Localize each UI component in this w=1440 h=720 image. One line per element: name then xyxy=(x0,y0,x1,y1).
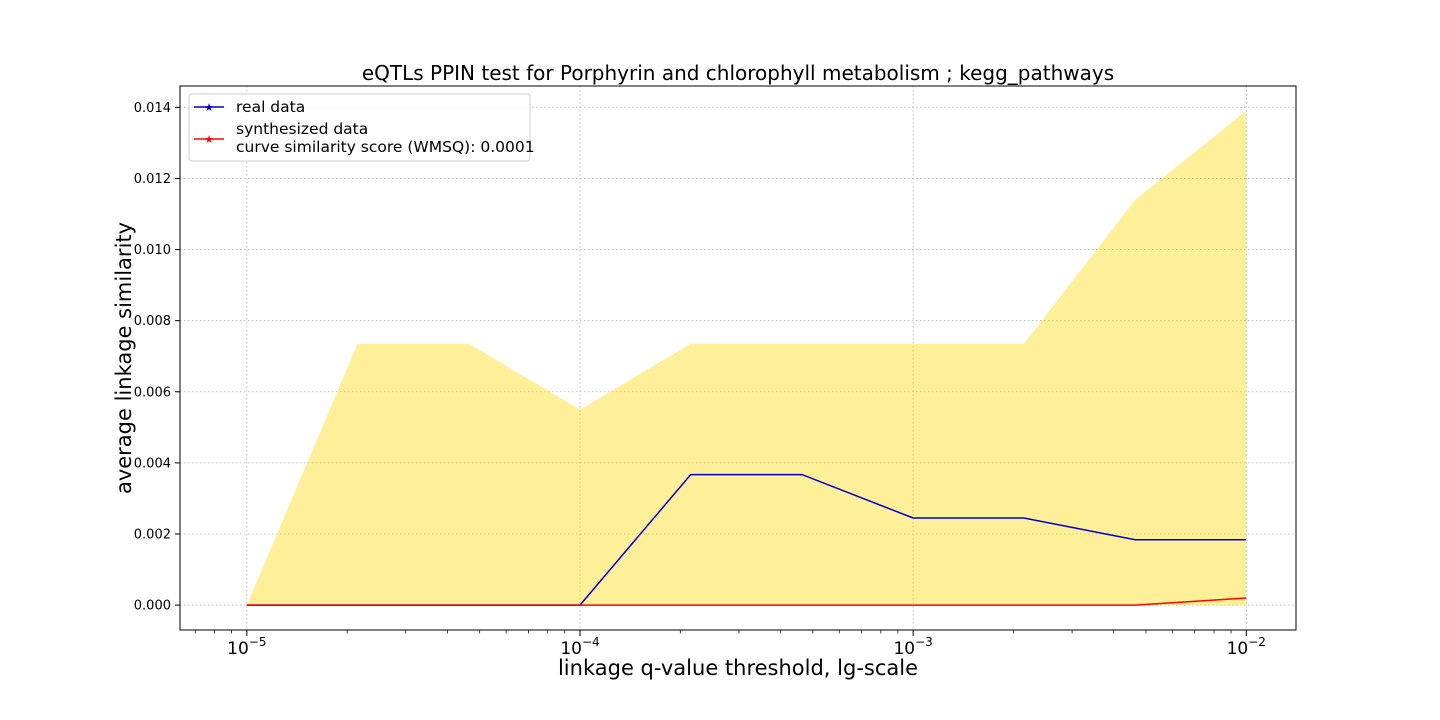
legend-marker-real: ★ xyxy=(204,101,214,114)
confidence-band xyxy=(246,110,1247,606)
plot-frame xyxy=(179,85,1297,631)
x-axis-ticks: 10−5 10−4 10−3 10−2 xyxy=(194,630,1266,659)
y-tick-label: 0.000 xyxy=(134,599,171,614)
series-line-synthesized xyxy=(246,597,1247,606)
y-tick-label: 0.004 xyxy=(134,456,171,471)
y-tick-label: 0.012 xyxy=(134,172,171,187)
x-tick-label: 10−3 xyxy=(893,635,932,659)
y-axis-ticks: 0.000 0.002 0.004 0.006 0.008 0.010 0.012 0.014 xyxy=(134,101,180,614)
legend-marker-synthesized: ★ xyxy=(204,133,214,146)
y-axis-label: average linkage similarity xyxy=(112,222,136,494)
series-lines xyxy=(246,473,1247,606)
legend-box xyxy=(188,93,531,162)
legend-label-synthesized: synthesized data xyxy=(236,120,368,138)
y-tick-label: 0.006 xyxy=(134,385,171,400)
legend-score-text: curve similarity score (WMSQ): 0.0001 xyxy=(236,138,535,156)
y-tick-label: 0.010 xyxy=(134,243,171,258)
x-tick-label: 10−5 xyxy=(227,635,266,659)
x-axis-label: linkage q-value threshold, lg-scale xyxy=(558,656,918,680)
legend: ★ real data ★ synthesized data curve sim… xyxy=(188,93,535,162)
x-tick-label: 10−4 xyxy=(560,635,599,659)
y-tick-label: 0.008 xyxy=(134,314,171,329)
band-area xyxy=(246,110,1247,606)
chart-title: eQTLs PPIN test for Porphyrin and chloro… xyxy=(362,61,1114,85)
y-tick-label: 0.014 xyxy=(134,101,171,116)
y-tick-label: 0.002 xyxy=(134,528,171,543)
legend-label-real: real data xyxy=(236,98,305,116)
x-tick-label: 10−2 xyxy=(1227,635,1266,659)
